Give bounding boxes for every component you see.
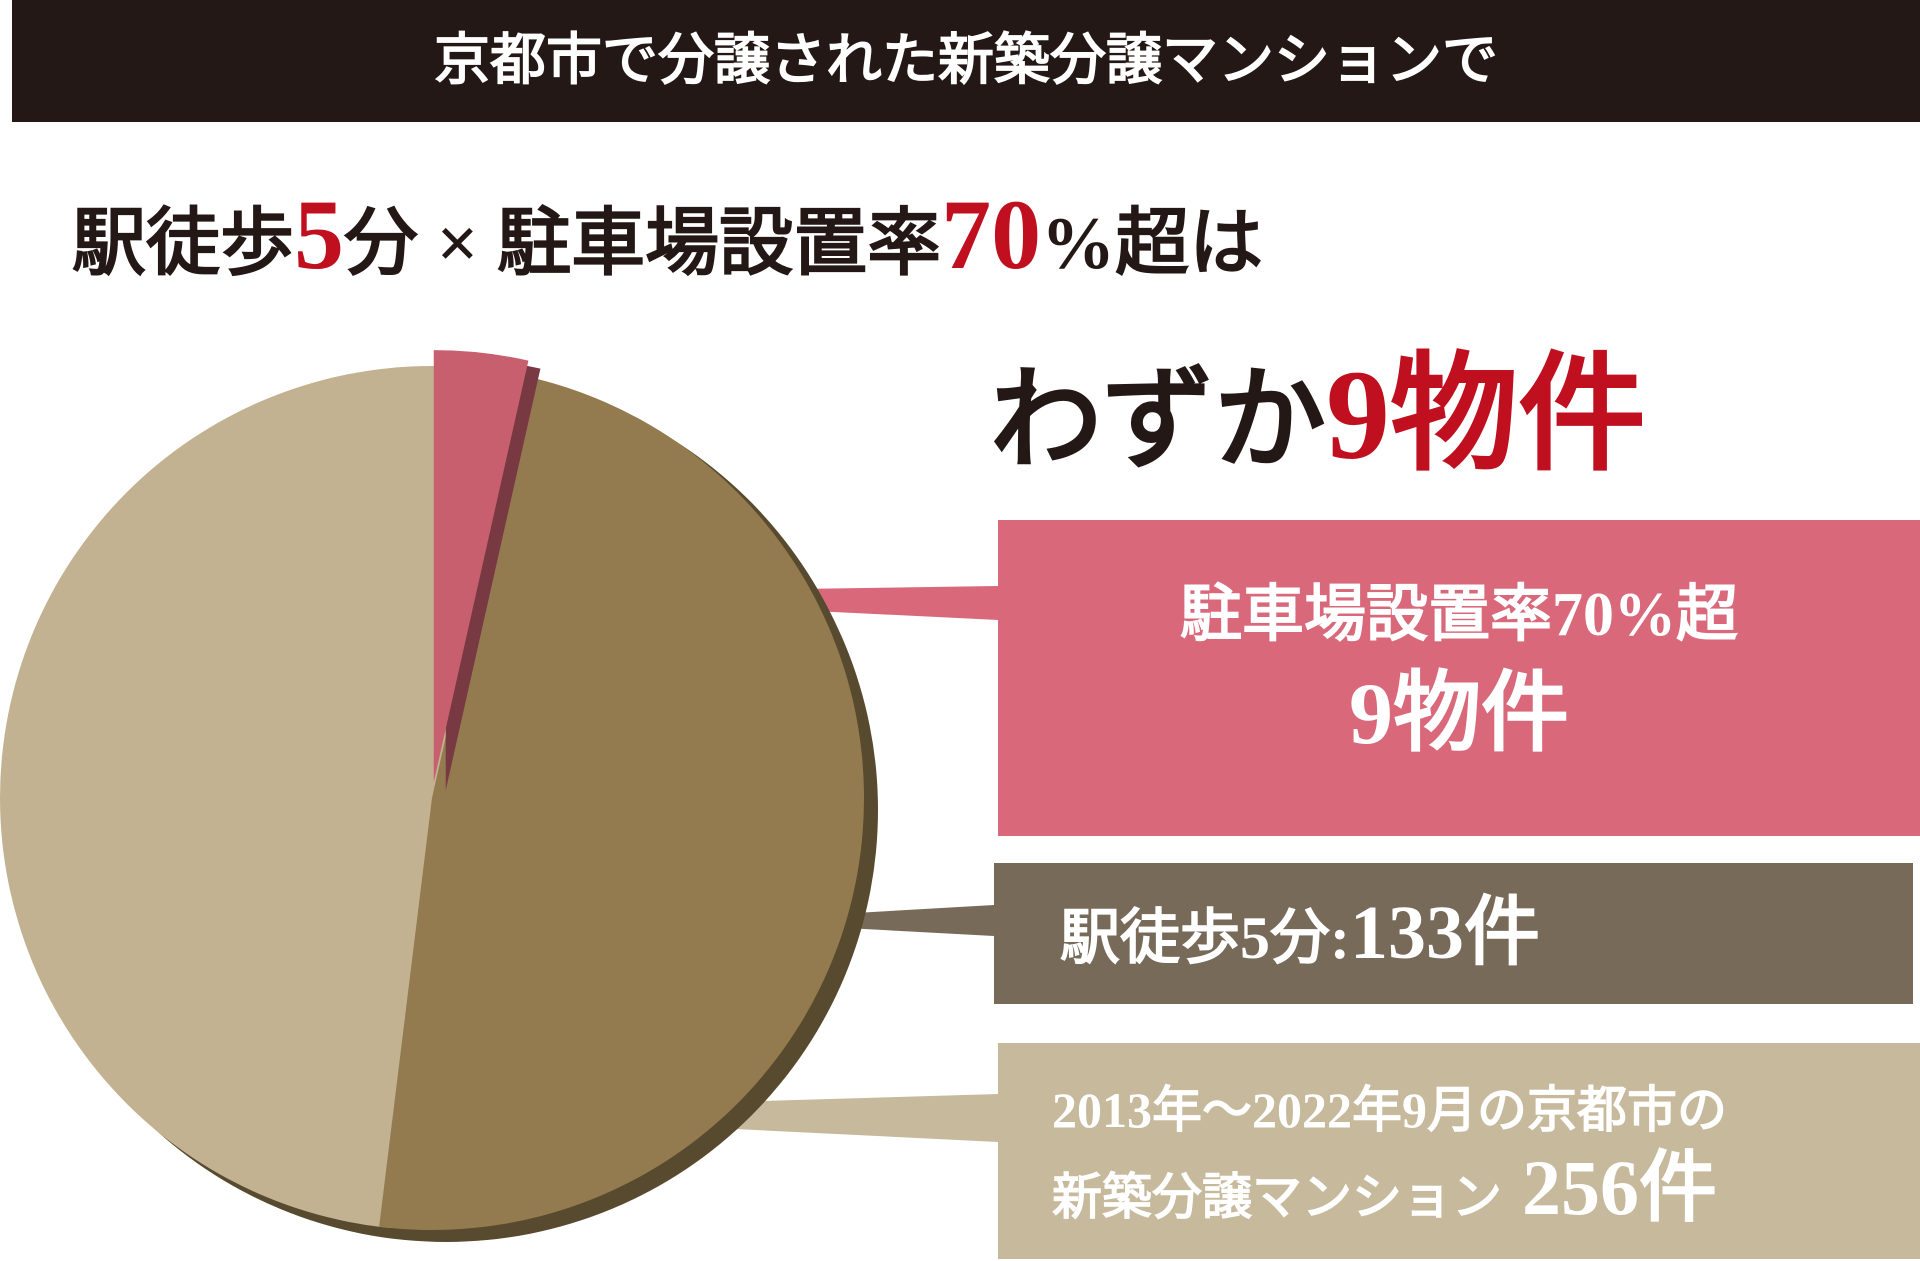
pie (0, 350, 878, 1242)
headline-part: 駅徒歩 (72, 203, 294, 285)
headline-number: 5 (294, 179, 344, 290)
banner: 京都市で分譲された新築分譲マンションで (12, 0, 1920, 122)
subheadline: わずか9物件 (990, 345, 1646, 491)
subheadline-part: わずか (990, 359, 1326, 483)
headline: 駅徒歩5分 × 駐車場設置率70%超は (72, 180, 1263, 299)
category-label: 駐車場設置率70%超 (1179, 581, 1738, 649)
value-label: 133件 (1349, 891, 1540, 975)
label-box: 2013年〜2022年9月の京都市の 新築分譲マンション 256件 (998, 1043, 1920, 1259)
pie-slice (379, 376, 864, 1230)
label-box: 駐車場設置率70%超 9物件 (998, 520, 1920, 836)
value-label: 9物件 (1348, 666, 1569, 763)
pie-slice (433, 350, 529, 783)
label-box: 駅徒歩5分:133件 (994, 863, 1913, 1004)
value-label: 256件 (1522, 1144, 1718, 1231)
headline-number: 70 (941, 179, 1042, 290)
subheadline-number: 9物件 (1326, 344, 1647, 486)
headline-part: 分 × 駐車場設置率 (344, 203, 942, 285)
category-label: 駅徒歩5分: (1060, 905, 1350, 971)
category-label: 2013年〜2022年9月の京都市の 新築分譲マンション (1052, 1082, 1727, 1225)
headline-part: %超は (1041, 203, 1264, 285)
